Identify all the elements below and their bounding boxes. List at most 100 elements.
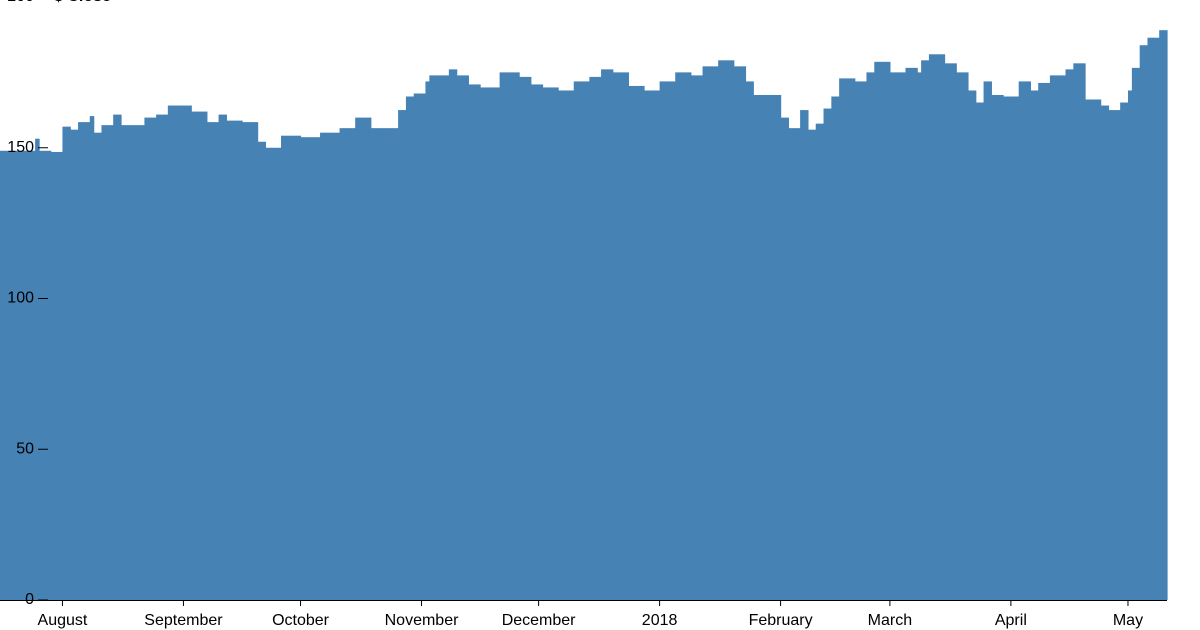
step	[241, 122, 259, 600]
step	[89, 116, 95, 600]
step	[480, 87, 501, 600]
step	[120, 125, 146, 600]
step	[167, 105, 192, 600]
step	[889, 72, 907, 600]
x-tick-label: March	[868, 612, 912, 629]
step	[690, 75, 704, 600]
y-tick-label: 150	[7, 139, 34, 156]
step	[800, 110, 809, 600]
step	[1049, 75, 1067, 600]
step	[456, 75, 469, 600]
step	[542, 87, 559, 600]
step	[628, 85, 645, 600]
step	[425, 81, 430, 601]
step	[854, 81, 868, 601]
step	[339, 128, 356, 600]
step	[815, 123, 825, 600]
step	[530, 84, 544, 600]
step	[589, 76, 602, 600]
plot-area	[0, 30, 1168, 601]
step	[558, 90, 575, 600]
x-tick-label: December	[502, 612, 576, 629]
x-tick-label: February	[749, 612, 813, 629]
step	[93, 132, 103, 601]
step	[718, 60, 735, 600]
step	[355, 117, 372, 600]
step	[967, 90, 977, 600]
step	[839, 78, 856, 600]
step	[612, 72, 629, 600]
step	[866, 72, 875, 600]
step	[823, 108, 832, 601]
step	[874, 61, 891, 600]
step	[956, 72, 969, 600]
step	[1131, 67, 1141, 601]
step	[101, 125, 114, 600]
step	[601, 69, 614, 601]
step	[257, 141, 267, 600]
step	[191, 111, 208, 600]
step	[281, 135, 302, 600]
step	[1018, 81, 1031, 601]
step	[831, 96, 840, 601]
step	[320, 132, 341, 601]
step	[1030, 90, 1039, 600]
step	[1065, 69, 1074, 601]
step	[0, 150, 36, 600]
step	[265, 147, 282, 600]
x-tick-label: May	[1113, 612, 1143, 629]
step	[1159, 30, 1168, 601]
step	[1085, 99, 1102, 600]
x-tick-label: October	[272, 612, 330, 629]
step	[1108, 110, 1121, 600]
step	[156, 114, 169, 601]
step	[975, 102, 985, 601]
step	[519, 76, 532, 600]
x-tick-label: April	[995, 612, 1027, 629]
step	[226, 120, 243, 601]
step	[944, 63, 957, 600]
x-tick-label: November	[385, 612, 459, 629]
step	[62, 126, 71, 601]
step	[448, 69, 458, 601]
step	[50, 151, 64, 600]
step	[788, 128, 801, 600]
step	[144, 117, 157, 600]
step	[1038, 82, 1051, 601]
step	[1120, 102, 1129, 601]
step	[1127, 90, 1133, 600]
step	[807, 129, 817, 600]
step	[413, 93, 427, 600]
step	[1100, 105, 1110, 600]
y-tick-label: 200	[7, 0, 34, 5]
step	[1003, 96, 1020, 601]
y-tick-label: 50	[16, 440, 34, 457]
step	[39, 150, 52, 600]
step	[206, 122, 220, 600]
step	[1073, 63, 1086, 600]
step	[70, 129, 79, 600]
step	[218, 114, 227, 601]
step	[405, 96, 415, 601]
step	[300, 137, 321, 600]
step	[928, 54, 946, 601]
step	[370, 128, 399, 600]
step	[468, 84, 481, 600]
step	[921, 60, 930, 600]
step	[780, 117, 790, 600]
step	[499, 72, 520, 600]
step	[398, 110, 407, 600]
step	[745, 81, 754, 601]
step	[983, 81, 992, 601]
y-axis-label: $ Close	[54, 0, 111, 5]
step	[991, 94, 1004, 601]
axes: August September October November December 20…	[0, 0, 1167, 629]
step	[35, 138, 40, 600]
x-tick-label: August	[38, 612, 88, 629]
step	[78, 122, 91, 600]
step	[675, 72, 692, 600]
step	[1139, 45, 1149, 601]
step	[1147, 37, 1160, 600]
step	[905, 67, 918, 601]
